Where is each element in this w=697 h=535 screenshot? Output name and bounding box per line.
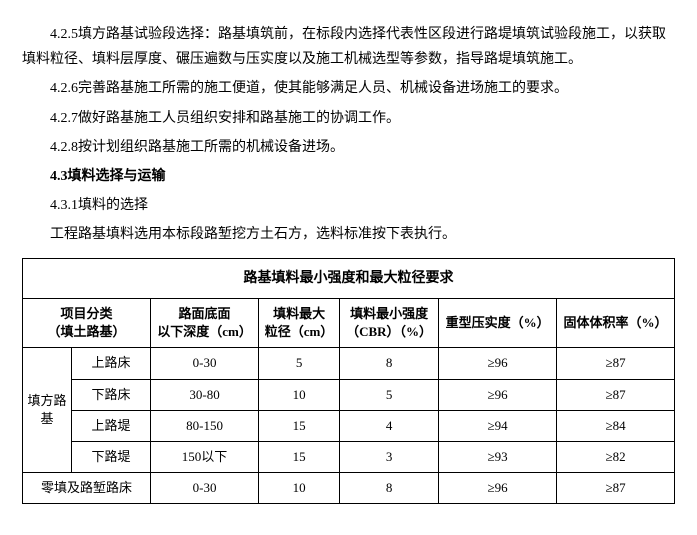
heading-43: 4.3填料选择与运输	[22, 164, 675, 189]
cell-solid: ≥84	[557, 410, 675, 441]
last-row-label: 零填及路堑路床	[23, 473, 151, 504]
cell-cbr: 8	[340, 348, 439, 379]
cell-layer: 下路堤	[72, 442, 151, 473]
cell-solid: ≥87	[557, 379, 675, 410]
cell-compact: ≥96	[439, 473, 557, 504]
col-header-dia-line1: 填料最大	[273, 306, 325, 321]
col-header-cbr-line2: （CBR）（%）	[346, 324, 432, 339]
col-header-solid: 固体体积率（%）	[557, 299, 675, 348]
paragraph-425: 4.2.5填方路基试验段选择：路基填筑前，在标段内选择代表性区段进行路堤填筑试验…	[22, 22, 675, 72]
cell-solid: ≥87	[557, 348, 675, 379]
cell-layer: 上路堤	[72, 410, 151, 441]
table-row: 下路床 30-80 10 5 ≥96 ≥87	[23, 379, 675, 410]
col-header-dia: 填料最大 粒径（cm）	[259, 299, 340, 348]
col-header-category: 项目分类 （填土路基）	[23, 299, 151, 348]
paragraph-428: 4.2.8按计划组织路基施工所需的机械设备进场。	[22, 135, 675, 160]
col-header-cbr-line1: 填料最小强度	[350, 306, 428, 321]
table-row: 填方路基 上路床 0-30 5 8 ≥96 ≥87	[23, 348, 675, 379]
cell-dia: 10	[259, 473, 340, 504]
cell-depth: 150以下	[151, 442, 259, 473]
cell-cbr: 3	[340, 442, 439, 473]
cell-compact: ≥96	[439, 348, 557, 379]
col-header-compact: 重型压实度（%）	[439, 299, 557, 348]
group-label: 填方路基	[23, 348, 72, 473]
cell-dia: 10	[259, 379, 340, 410]
table-row: 下路堤 150以下 15 3 ≥93 ≥82	[23, 442, 675, 473]
cell-dia: 15	[259, 442, 340, 473]
material-table: 路基填料最小强度和最大粒径要求 项目分类 （填土路基） 路面底面 以下深度（cm…	[22, 258, 675, 505]
cell-layer: 上路床	[72, 348, 151, 379]
cell-depth: 0-30	[151, 473, 259, 504]
table-row: 上路堤 80-150 15 4 ≥94 ≥84	[23, 410, 675, 441]
paragraph-426: 4.2.6完善路基施工所需的施工便道，使其能够满足人员、机械设备进场施工的要求。	[22, 76, 675, 101]
paragraph-427: 4.2.7做好路基施工人员组织安排和路基施工的协调工作。	[22, 106, 675, 131]
col-header-category-line2: （填土路基）	[47, 324, 125, 339]
cell-depth: 0-30	[151, 348, 259, 379]
cell-cbr: 8	[340, 473, 439, 504]
col-header-category-line1: 项目分类	[60, 306, 112, 321]
cell-solid: ≥87	[557, 473, 675, 504]
cell-cbr: 5	[340, 379, 439, 410]
cell-layer: 下路床	[72, 379, 151, 410]
cell-solid: ≥82	[557, 442, 675, 473]
col-header-cbr: 填料最小强度 （CBR）（%）	[340, 299, 439, 348]
table-row: 零填及路堑路床 0-30 10 8 ≥96 ≥87	[23, 473, 675, 504]
col-header-depth-line2: 以下深度（cm）	[157, 324, 252, 339]
cell-depth: 80-150	[151, 410, 259, 441]
cell-depth: 30-80	[151, 379, 259, 410]
cell-dia: 5	[259, 348, 340, 379]
col-header-depth: 路面底面 以下深度（cm）	[151, 299, 259, 348]
col-header-dia-line2: 粒径（cm）	[265, 324, 334, 339]
cell-dia: 15	[259, 410, 340, 441]
cell-cbr: 4	[340, 410, 439, 441]
paragraph-431: 4.3.1填料的选择	[22, 193, 675, 218]
col-header-depth-line1: 路面底面	[179, 306, 231, 321]
table-title: 路基填料最小强度和最大粒径要求	[23, 258, 675, 299]
paragraph-intro: 工程路基填料选用本标段路堑挖方土石方，选料标准按下表执行。	[22, 222, 675, 247]
cell-compact: ≥96	[439, 379, 557, 410]
cell-compact: ≥94	[439, 410, 557, 441]
cell-compact: ≥93	[439, 442, 557, 473]
